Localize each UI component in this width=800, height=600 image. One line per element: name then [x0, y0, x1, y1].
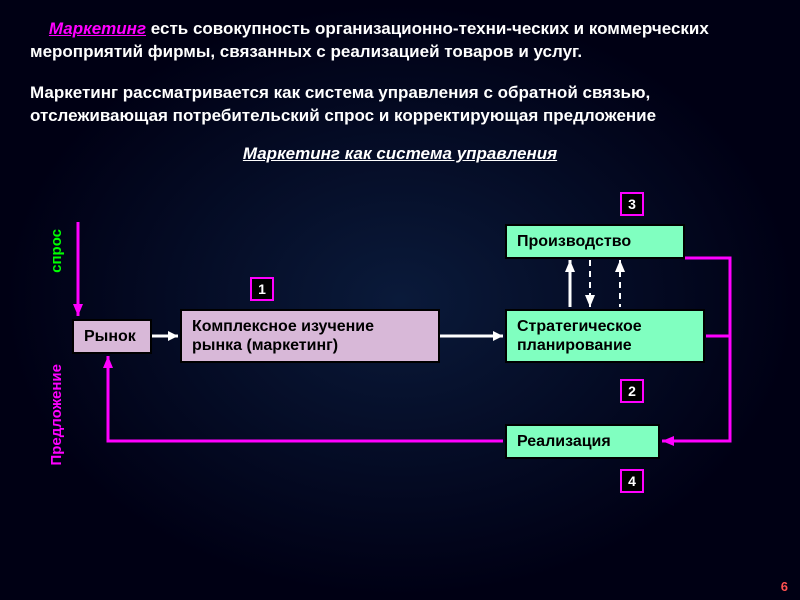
page-number: 6: [781, 579, 788, 594]
box-realization-label: Реализация: [517, 433, 611, 450]
step-number-3: 3: [620, 192, 644, 216]
diagram-title: Маркетинг как система управления: [30, 144, 770, 164]
step-number-1: 1: [250, 277, 274, 301]
term-marketing: Маркетинг: [49, 19, 146, 38]
label-demand: спрос: [48, 229, 65, 273]
box-production-label: Производство: [517, 233, 631, 250]
box-strategy: Стратегическое планирование: [505, 309, 705, 363]
box-market: Рынок: [72, 319, 152, 354]
box-research-label: Комплексное изучение рынка (маркетинг): [192, 318, 374, 354]
box-realization: Реализация: [505, 424, 660, 459]
label-supply: Предложение: [48, 364, 65, 466]
definition-paragraph: Маркетинг есть совокупность организацион…: [30, 18, 770, 64]
marketing-system-diagram: Рынок Комплексное изучение рынка (маркет…: [30, 174, 770, 514]
step-number-2: 2: [620, 379, 644, 403]
box-strategy-label: Стратегическое планирование: [517, 318, 642, 354]
box-production: Производство: [505, 224, 685, 259]
step-number-4: 4: [620, 469, 644, 493]
feedback-paragraph: Маркетинг рассматривается как система уп…: [30, 82, 770, 128]
box-research: Комплексное изучение рынка (маркетинг): [180, 309, 440, 363]
box-market-label: Рынок: [84, 328, 136, 345]
